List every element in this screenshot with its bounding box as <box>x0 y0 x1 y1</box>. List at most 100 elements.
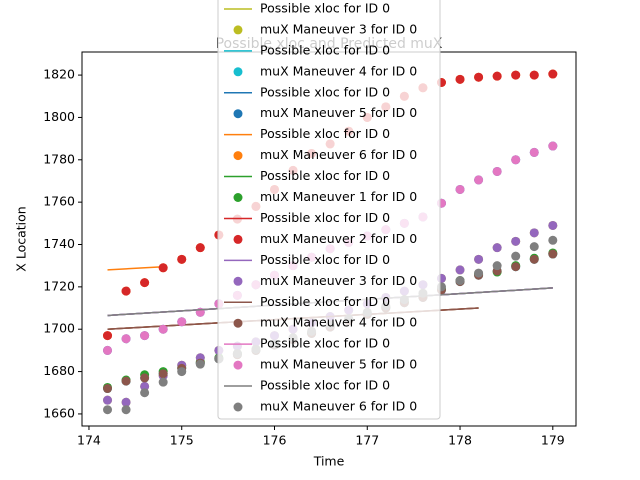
legend-label: Possible xloc for ID 0 <box>260 252 390 267</box>
point <box>103 395 113 405</box>
legend-swatch <box>233 151 243 161</box>
x-axis-label: Time <box>313 454 345 469</box>
point <box>529 147 539 157</box>
legend-label: Possible xloc for ID 0 <box>260 336 390 351</box>
point <box>121 405 131 415</box>
legend-label: muX Maneuver 3 for ID 0 <box>260 21 417 36</box>
point <box>121 376 131 386</box>
point <box>455 265 465 275</box>
point <box>455 74 465 84</box>
point <box>529 254 539 264</box>
point <box>103 384 113 394</box>
legend-label: Possible xloc for ID 0 <box>260 294 390 309</box>
legend-label: Possible xloc for ID 0 <box>260 126 390 141</box>
legend-box <box>217 0 441 420</box>
x-tick-label: 178 <box>448 433 472 448</box>
point <box>158 263 168 273</box>
point <box>492 261 502 271</box>
legend-label: Possible xloc for ID 0 <box>260 210 390 225</box>
legend-label: muX Maneuver 6 for ID 0 <box>260 399 417 414</box>
legend-label: muX Maneuver 4 for ID 0 <box>260 63 417 78</box>
point <box>548 235 558 245</box>
x-tick-label: 175 <box>170 433 194 448</box>
point <box>103 345 113 355</box>
legend-swatch <box>233 67 243 77</box>
point <box>529 70 539 80</box>
legend-swatch <box>233 276 243 286</box>
point <box>548 141 558 151</box>
y-tick-label: 1660 <box>43 405 75 420</box>
point <box>474 72 484 82</box>
legend-label: muX Maneuver 4 for ID 0 <box>260 315 417 330</box>
legend-label: Possible xloc for ID 0 <box>260 42 390 57</box>
point <box>140 373 150 383</box>
legend-label: Possible xloc for ID 0 <box>260 168 390 183</box>
point <box>455 276 465 286</box>
point <box>511 251 521 261</box>
point <box>195 243 205 253</box>
point <box>121 397 131 407</box>
legend-label: muX Maneuver 2 for ID 0 <box>260 231 417 246</box>
point <box>195 359 205 369</box>
x-tick-label: 179 <box>541 433 565 448</box>
point <box>474 268 484 278</box>
point <box>140 331 150 341</box>
point <box>158 324 168 334</box>
point <box>103 331 113 341</box>
point <box>474 175 484 185</box>
point <box>121 286 131 296</box>
point <box>158 377 168 387</box>
point <box>121 334 131 344</box>
point <box>548 249 558 259</box>
line <box>107 265 164 271</box>
legend-label: Possible xloc for ID 0 <box>260 84 390 99</box>
legend-label: muX Maneuver 5 for ID 0 <box>260 357 417 372</box>
y-tick-label: 1800 <box>43 109 75 124</box>
point <box>511 262 521 272</box>
point <box>548 220 558 230</box>
legend-swatch <box>233 402 243 412</box>
point <box>177 254 187 264</box>
x-tick-label: 174 <box>77 433 101 448</box>
y-tick-label: 1680 <box>43 363 75 378</box>
point <box>474 254 484 264</box>
legend-swatch <box>233 360 243 370</box>
legend-swatch <box>233 234 243 244</box>
point <box>511 236 521 246</box>
point <box>511 70 521 80</box>
point <box>548 69 558 79</box>
point <box>177 367 187 377</box>
point <box>492 166 502 176</box>
point <box>529 228 539 238</box>
y-tick-label: 1700 <box>43 321 75 336</box>
point <box>103 405 113 415</box>
legend-label: muX Maneuver 6 for ID 0 <box>260 147 417 162</box>
y-tick-label: 1740 <box>43 236 75 251</box>
legend-swatch <box>233 318 243 328</box>
legend-label: Possible xloc for ID 0 <box>260 378 390 393</box>
point <box>140 381 150 391</box>
point <box>492 71 502 81</box>
y-tick-label: 1780 <box>43 151 75 166</box>
x-tick-label: 177 <box>355 433 379 448</box>
legend-label: muX Maneuver 1 for ID 0 <box>260 189 417 204</box>
x-tick-label: 176 <box>263 433 287 448</box>
point <box>140 278 150 288</box>
legend-label: Possible xloc for ID 0 <box>260 0 390 15</box>
point <box>529 242 539 252</box>
point <box>492 243 502 253</box>
point <box>455 184 465 194</box>
y-axis-label: X Location <box>14 206 29 271</box>
point <box>511 155 521 165</box>
point <box>177 317 187 327</box>
legend-label: muX Maneuver 5 for ID 0 <box>260 105 417 120</box>
legend-label: muX Maneuver 3 for ID 0 <box>260 273 417 288</box>
point <box>140 388 150 398</box>
legend-swatch <box>233 193 243 202</box>
y-tick-label: 1760 <box>43 194 75 209</box>
point <box>158 369 168 379</box>
y-tick-label: 1820 <box>43 67 75 82</box>
legend-swatch <box>233 25 243 35</box>
